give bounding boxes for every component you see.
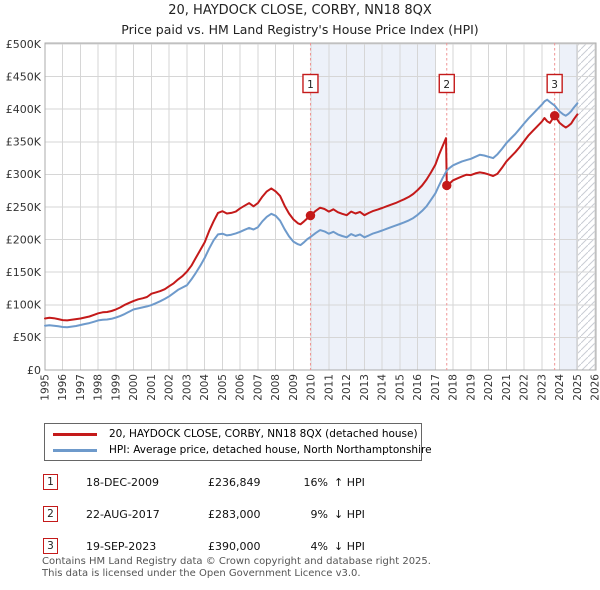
x-axis-tick-label: 2000 (128, 374, 140, 401)
legend-item-hpi: HPI: Average price, detached house, Nort… (45, 442, 432, 458)
y-axis-tick-label: £350K (6, 136, 42, 149)
sale-hpi-direction: ↓ HPI (334, 508, 365, 521)
x-axis-tick-label: 2025 (572, 374, 584, 401)
x-axis-tick-label: 2016 (412, 374, 424, 401)
page-subtitle: Price paid vs. HM Land Registry's House … (121, 22, 479, 37)
x-axis-tick-label: 1997 (75, 374, 87, 401)
y-axis-tick-label: £100K (6, 299, 42, 312)
x-axis-tick-label: 2019 (465, 374, 477, 401)
sale-marker-dot (549, 111, 560, 121)
x-axis-tick-label: 1995 (40, 374, 52, 401)
x-axis-tick-label: 2022 (519, 374, 531, 401)
x-axis-tick-label: 2001 (146, 374, 158, 401)
x-axis-tick-label: 2003 (181, 374, 193, 401)
sale-marker-box (302, 73, 319, 94)
sale-price: £283,000 (208, 508, 261, 521)
y-axis-tick-label: £450K (6, 70, 42, 83)
sale-number-badge: 1 (43, 474, 58, 490)
property-line-swatch (53, 432, 97, 436)
sale-marker-box (438, 73, 455, 94)
x-axis-tick-label: 2020 (483, 374, 495, 401)
x-axis-tick-label: 2010 (306, 374, 318, 401)
sale-marker-number: 3 (551, 79, 558, 91)
hpi-line-swatch (53, 448, 97, 452)
chart-legend: 20, HAYDOCK CLOSE, CORBY, NN18 8QX (deta… (44, 423, 432, 461)
x-axis-tick-label: 1996 (57, 374, 69, 401)
x-axis-tick-label: 2002 (164, 374, 176, 401)
y-axis-tick-label: £200K (6, 233, 42, 246)
property-price-line (44, 113, 579, 322)
licence-footer: Contains HM Land Registry data © Crown c… (42, 556, 598, 579)
transaction-row: 2 22-AUG-2017 £283,000 9% ↓ HPI (0, 506, 600, 526)
x-axis-tick-label: 2014 (377, 374, 389, 401)
x-axis-tick-label: 2018 (448, 374, 460, 401)
x-axis-tick-label: 2024 (554, 374, 566, 401)
x-axis-tick-label: 2026 (590, 374, 600, 401)
sale-price: £236,849 (208, 476, 261, 489)
sale-price: £390,000 (208, 540, 261, 553)
y-axis-tick-label: £300K (6, 168, 42, 181)
x-axis-tick-label: 2009 (288, 374, 300, 401)
y-axis-tick-label: £400K (6, 103, 42, 116)
y-axis-tick-label: £0 (27, 364, 41, 377)
x-axis-tick-label: 2021 (501, 374, 513, 401)
sale-hpi-percent: 9% (310, 508, 328, 521)
x-axis-tick-label: 2008 (270, 374, 282, 401)
transaction-row: 3 19-SEP-2023 £390,000 4% ↓ HPI (0, 538, 600, 558)
x-axis-tick-label: 2005 (217, 374, 229, 401)
y-axis-tick-label: £250K (6, 201, 42, 214)
sale-hpi-percent: 16% (303, 476, 328, 489)
y-axis-tick-label: £50K (13, 331, 42, 344)
x-axis-tick-label: 2017 (430, 374, 442, 401)
x-axis-tick-label: 2015 (394, 374, 406, 401)
hpi-line (44, 98, 579, 329)
sale-number-badge: 2 (43, 506, 58, 522)
x-axis-tick-label: 1999 (110, 374, 122, 401)
x-axis-tick-label: 2004 (199, 374, 211, 401)
x-axis-tick-label: 2012 (341, 374, 353, 401)
licence-line-1: Contains HM Land Registry data © Crown c… (42, 556, 431, 567)
legend-label: HPI: Average price, detached house, Nort… (109, 444, 432, 456)
sale-hpi-direction: ↑ HPI (334, 476, 365, 489)
sale-date: 22-AUG-2017 (86, 508, 160, 521)
sale-marker-box (546, 73, 563, 94)
sale-marker-number: 2 (443, 79, 450, 91)
y-axis-tick-label: £500K (6, 38, 42, 51)
sale-date: 19-SEP-2023 (86, 540, 157, 553)
x-axis-tick-label: 2023 (536, 374, 548, 401)
x-axis-tick-label: 2013 (359, 374, 371, 401)
sale-marker-number: 1 (307, 79, 314, 91)
licence-line-2: This data is licensed under the Open Gov… (42, 567, 361, 579)
legend-label: 20, HAYDOCK CLOSE, CORBY, NN18 8QX (deta… (109, 428, 418, 440)
sale-marker-dot (442, 180, 452, 191)
x-axis-tick-label: 2006 (235, 374, 247, 401)
sale-number-badge: 3 (43, 538, 58, 554)
page-title: 20, HAYDOCK CLOSE, CORBY, NN18 8QX (168, 3, 432, 18)
plot-border (44, 42, 597, 371)
sale-date: 18-DEC-2009 (86, 476, 160, 489)
x-axis-tick-label: 1998 (93, 374, 105, 401)
y-axis-tick-label: £150K (6, 266, 42, 279)
sale-hpi-direction: ↓ HPI (334, 540, 365, 553)
sale-hpi-percent: 4% (310, 540, 328, 553)
x-axis-tick-label: 2011 (323, 374, 335, 401)
x-axis-tick-label: 2007 (252, 374, 264, 401)
legend-item-property: 20, HAYDOCK CLOSE, CORBY, NN18 8QX (deta… (45, 426, 421, 442)
sale-marker-dot (305, 210, 316, 221)
price-chart: 1 2 3 £0 £50K £100K £150K £200K £250K £300K £350K £… (6, 38, 600, 401)
transaction-row: 1 18-DEC-2009 £236,849 16% ↑ HPI (0, 474, 600, 494)
